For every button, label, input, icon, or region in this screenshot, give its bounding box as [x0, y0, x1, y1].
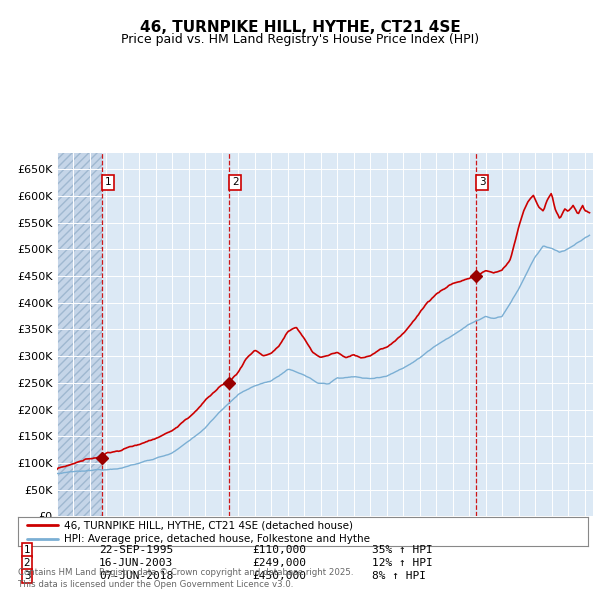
Text: 8% ↑ HPI: 8% ↑ HPI: [372, 571, 426, 581]
Bar: [57, 153, 102, 516]
Text: 35% ↑ HPI: 35% ↑ HPI: [372, 545, 433, 555]
Text: 3: 3: [479, 178, 485, 188]
Text: 2: 2: [232, 178, 238, 188]
Text: HPI: Average price, detached house, Folkestone and Hythe: HPI: Average price, detached house, Folk…: [64, 534, 370, 543]
Text: £450,000: £450,000: [252, 571, 306, 581]
Text: 22-SEP-1995: 22-SEP-1995: [99, 545, 173, 555]
Text: £249,000: £249,000: [252, 558, 306, 568]
Text: Contains HM Land Registry data © Crown copyright and database right 2025.
This d: Contains HM Land Registry data © Crown c…: [18, 568, 353, 589]
Text: 12% ↑ HPI: 12% ↑ HPI: [372, 558, 433, 568]
Text: £110,000: £110,000: [252, 545, 306, 555]
Text: 1: 1: [23, 545, 31, 555]
Text: 46, TURNPIKE HILL, HYTHE, CT21 4SE (detached house): 46, TURNPIKE HILL, HYTHE, CT21 4SE (deta…: [64, 520, 353, 530]
Text: 2: 2: [23, 558, 31, 568]
Text: 1: 1: [104, 178, 111, 188]
Text: 16-JUN-2003: 16-JUN-2003: [99, 558, 173, 568]
Text: 07-JUN-2018: 07-JUN-2018: [99, 571, 173, 581]
Text: 3: 3: [23, 571, 31, 581]
Text: Price paid vs. HM Land Registry's House Price Index (HPI): Price paid vs. HM Land Registry's House …: [121, 33, 479, 46]
Text: 46, TURNPIKE HILL, HYTHE, CT21 4SE: 46, TURNPIKE HILL, HYTHE, CT21 4SE: [140, 20, 460, 35]
